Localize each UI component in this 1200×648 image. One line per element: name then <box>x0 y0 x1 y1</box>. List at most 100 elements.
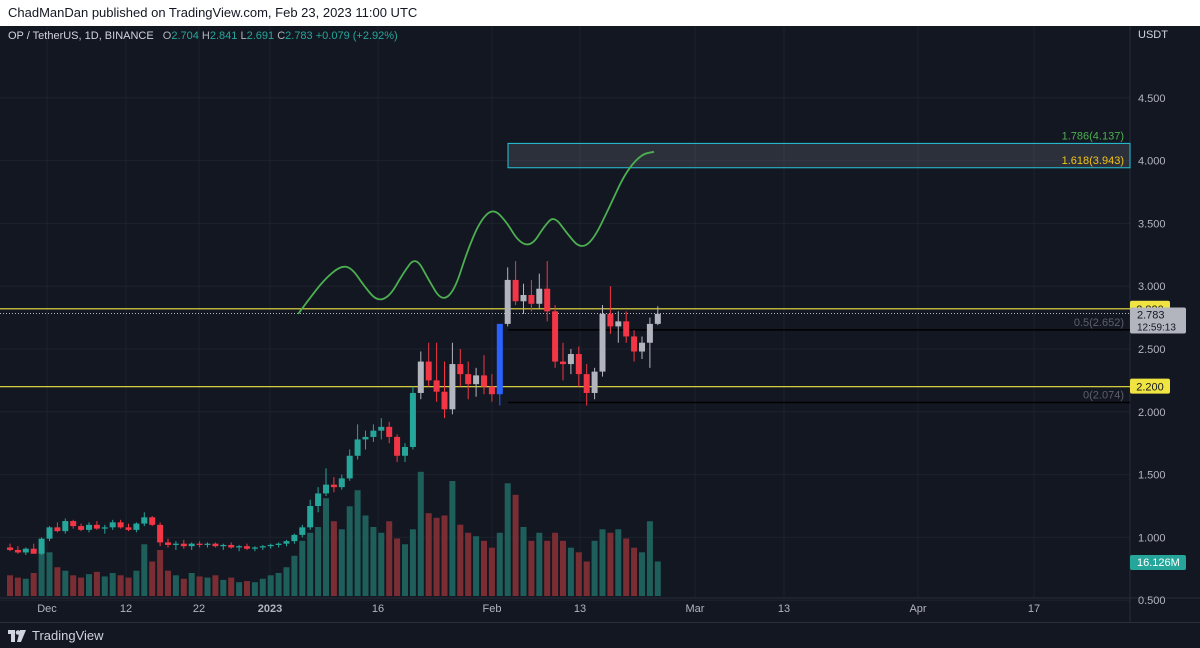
price-tick-label: 1.000 <box>1138 532 1166 544</box>
volume-bar <box>54 567 61 596</box>
volume-bar <box>465 532 472 596</box>
candle-body <box>457 364 464 375</box>
high-label: H <box>201 30 210 42</box>
candle-body <box>560 361 566 365</box>
price-tick-label: 3.000 <box>1138 281 1166 293</box>
chart-area[interactable]: 1.786(4.137) 1.618(3.943) 0.5(2.652) 0(2.07… <box>0 26 1200 622</box>
candle-body <box>101 527 108 529</box>
candle-body <box>481 375 487 387</box>
candle-body <box>623 321 630 337</box>
volume-bar <box>583 561 590 596</box>
time-tick-label: Apr <box>909 603 926 615</box>
volume-bar <box>283 567 290 596</box>
volume-bar <box>149 561 156 596</box>
candle-body <box>591 371 598 393</box>
volume-bar <box>496 532 503 596</box>
candle-body <box>552 311 559 362</box>
candle-body <box>220 544 227 547</box>
volume-bar <box>591 540 598 596</box>
candle-body <box>425 361 432 381</box>
candle-body <box>433 380 440 392</box>
candle-body <box>607 313 614 327</box>
candle-body <box>14 549 21 553</box>
time-tick-label: Feb <box>483 603 502 615</box>
candle-body <box>180 543 187 547</box>
candle-body <box>157 524 164 543</box>
candle-body <box>567 354 574 365</box>
volume-bar <box>623 538 630 596</box>
volume-bar <box>299 540 306 596</box>
volume-bar <box>14 577 21 596</box>
volume-bar <box>291 555 298 596</box>
volume-bar <box>62 570 69 596</box>
candle-body <box>149 517 156 525</box>
volume-bar <box>449 481 456 596</box>
footer-brand: TradingView <box>32 628 104 643</box>
volume-bar <box>307 532 314 596</box>
publisher-header: ChadManDan published on TradingView.com,… <box>0 0 1200 26</box>
volume-tag-label: 16.126M <box>1137 557 1180 569</box>
candle-body <box>244 546 250 549</box>
price-tick-label: 3.500 <box>1138 218 1166 230</box>
candle-body <box>362 436 369 440</box>
volume-bar <box>117 575 124 596</box>
candle-body <box>30 548 37 554</box>
volume-bar <box>30 573 37 596</box>
footer-bar: TradingView <box>0 622 1200 648</box>
volume-bar <box>93 571 100 596</box>
volume-bar <box>512 494 519 596</box>
price-tick-label: 0.500 <box>1138 595 1166 607</box>
volume-bar <box>275 573 282 596</box>
level-price-tag <box>1130 378 1170 394</box>
candle-body <box>204 543 211 545</box>
candle-body <box>465 374 472 385</box>
volume-bar <box>481 540 487 596</box>
candle-body <box>275 543 282 545</box>
candle-body <box>449 364 456 410</box>
volume-bar <box>212 575 219 596</box>
volume-bar <box>473 536 480 596</box>
volume-bar <box>544 540 551 596</box>
volume-bar <box>38 547 45 596</box>
symbol-name: OP / TetherUS, 1D, BINANCE <box>8 30 154 42</box>
volume-bar <box>157 550 164 596</box>
target-zone-box <box>507 142 1131 169</box>
volume-bar <box>338 529 345 596</box>
candle-body <box>338 478 345 488</box>
volume-bar <box>204 577 211 596</box>
price-chart[interactable]: 1.786(4.137) 1.618(3.943) 0.5(2.652) 0(2.07… <box>0 26 1200 622</box>
volume-bar <box>654 561 661 596</box>
volume-bar <box>370 527 377 596</box>
volume-bar <box>7 575 13 596</box>
volume-bar <box>639 552 645 596</box>
candle-body <box>639 342 645 352</box>
volume-bar <box>78 577 85 596</box>
fib-level-label: 0.5(2.652) <box>1074 317 1124 329</box>
fib-level-label: 0(2.074) <box>1083 390 1124 402</box>
candle-body <box>631 336 638 352</box>
volume-bar <box>109 573 116 596</box>
volume-bar <box>528 540 535 596</box>
volume-bar <box>70 575 77 596</box>
time-tick-label: Dec <box>37 603 57 615</box>
volume-bar <box>567 547 574 596</box>
fib-level-label: 1.786(4.137) <box>1062 130 1124 142</box>
volume-bar <box>536 532 543 596</box>
candle-body <box>299 527 306 535</box>
open-label: O <box>162 30 172 42</box>
low-label: L <box>240 30 247 42</box>
volume-bar <box>86 574 92 596</box>
candle-body <box>259 546 266 548</box>
volume-bar <box>433 517 440 596</box>
candle-body <box>409 392 416 447</box>
publisher-text: ChadManDan published on TradingView.com,… <box>8 5 418 20</box>
currency-label: USDT <box>1138 29 1168 41</box>
close-label: C <box>277 30 286 42</box>
volume-bar <box>236 582 243 596</box>
volume-bar <box>259 578 266 596</box>
candle-body <box>473 375 480 385</box>
candle-body <box>22 548 29 553</box>
candle-body <box>346 455 353 479</box>
candle-body <box>78 526 85 530</box>
tradingview-logo-icon <box>8 629 26 642</box>
